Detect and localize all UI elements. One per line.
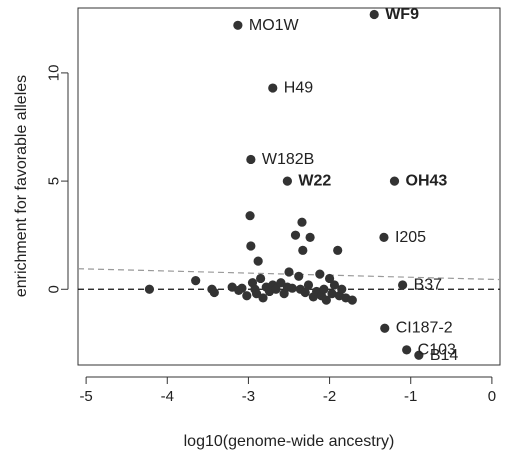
- data-point: [327, 289, 337, 299]
- point-mo1w: [233, 20, 243, 30]
- point-label-b37: B37: [414, 276, 443, 293]
- point-ci187-2: [380, 323, 390, 333]
- data-point: [298, 245, 308, 255]
- x-axis-title: log10(genome-wide ancestry): [184, 433, 395, 450]
- point-label-wf9: WF9: [385, 6, 419, 23]
- y-axis: 0 5 10: [46, 65, 69, 293]
- data-point: [324, 273, 335, 284]
- x-tick-label: -5: [79, 388, 92, 405]
- point-label-w22: W22: [298, 173, 331, 190]
- point-label-c103: C103: [418, 341, 456, 358]
- point-b37: [398, 280, 408, 290]
- point-label-h49: H49: [284, 80, 313, 97]
- y-tick-label: 0: [46, 285, 63, 293]
- data-point: [246, 241, 256, 251]
- data-point: [284, 267, 294, 277]
- data-point: [271, 284, 281, 294]
- x-tick-label: -2: [323, 388, 336, 405]
- data-point: [321, 295, 331, 305]
- point-w182b: [246, 154, 256, 165]
- point-labels: MO1W WF9 H49 W182B W22 OH43 I205 B37 CI187-2 C103…: [249, 6, 459, 364]
- data-point: [337, 284, 347, 294]
- point-wf9: [369, 9, 379, 20]
- point-label-i205: I205: [395, 229, 426, 246]
- data-point: [290, 230, 301, 240]
- data-point: [329, 280, 340, 290]
- data-point: [297, 217, 307, 227]
- data-point: [315, 269, 325, 279]
- point-oh43: [389, 176, 400, 186]
- y-tick-label: 10: [46, 65, 63, 82]
- point-label-b14: B14: [430, 347, 459, 364]
- point-b14: [414, 350, 424, 360]
- data-point: [300, 287, 310, 298]
- data-point: [294, 271, 304, 281]
- x-tick-label: 0: [488, 388, 496, 405]
- data-point: [287, 283, 297, 293]
- point-c103: [402, 345, 412, 355]
- data-point: [255, 273, 266, 284]
- x-tick-label: -4: [161, 388, 174, 405]
- data-point: [253, 256, 263, 266]
- data-point: [144, 284, 155, 294]
- point-label-mo1w: MO1W: [249, 17, 300, 34]
- data-point: [319, 284, 329, 294]
- data-point: [333, 245, 343, 255]
- point-label-oh43: OH43: [406, 173, 448, 190]
- data-point: [237, 283, 247, 293]
- data-point: [242, 291, 252, 301]
- x-tick-label: -3: [242, 388, 255, 405]
- plot-area: [77, 7, 501, 366]
- data-point: [251, 289, 262, 299]
- point-w22: [282, 176, 292, 186]
- point-label-w182b: W182B: [262, 151, 314, 168]
- data-point: [191, 276, 201, 286]
- y-tick-label: 5: [46, 177, 63, 185]
- x-axis: -5 -4 -3 -2 -1 0: [79, 376, 496, 405]
- data-point: [276, 278, 286, 288]
- scatter-points: [144, 9, 424, 360]
- point-label-ci187-2: CI187-2: [396, 320, 453, 337]
- data-point: [258, 293, 268, 303]
- data-point: [305, 232, 315, 242]
- x-tick-label: -1: [404, 388, 417, 405]
- data-point: [347, 295, 357, 305]
- data-point: [245, 211, 255, 221]
- point-i205: [379, 232, 389, 242]
- point-h49: [268, 83, 278, 93]
- data-point: [303, 280, 314, 290]
- y-axis-title: enrichment for favorable alleles: [13, 75, 30, 297]
- data-point: [209, 287, 219, 298]
